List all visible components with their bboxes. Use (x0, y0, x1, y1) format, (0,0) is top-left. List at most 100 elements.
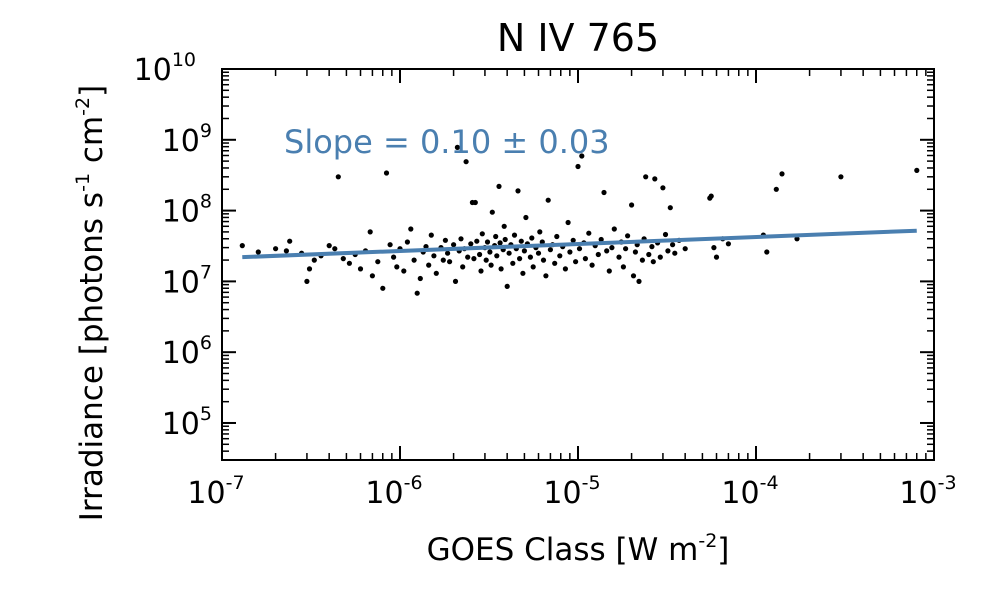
data-point (447, 259, 453, 265)
y-tick-label: 109 (162, 120, 212, 159)
data-point (440, 257, 446, 263)
data-point (652, 176, 658, 182)
data-point (477, 251, 483, 258)
data-point (573, 259, 579, 265)
data-point (567, 249, 573, 255)
data-point (394, 264, 400, 270)
data-point (460, 264, 466, 270)
x-axis-label: GOES Class [W m-2] (427, 530, 730, 568)
data-point (636, 278, 642, 284)
data-point (465, 254, 471, 260)
data-point (346, 260, 352, 266)
data-point (511, 232, 518, 238)
y-tick-label: 1010 (134, 49, 196, 88)
data-point (401, 268, 407, 274)
data-point (510, 260, 516, 266)
data-point (625, 233, 631, 239)
data-point (468, 241, 474, 247)
data-point (672, 250, 678, 256)
y-axis-label-mid: cm (74, 116, 110, 173)
data-point (773, 186, 779, 192)
data-point (725, 241, 732, 247)
data-point (452, 278, 459, 284)
data-point (433, 270, 439, 276)
data-point (616, 254, 622, 260)
data-point (713, 254, 720, 260)
data-point (369, 273, 375, 279)
data-point (650, 259, 656, 265)
data-point (501, 223, 507, 229)
data-point (667, 205, 673, 211)
y-axis-label-main: Irradiance [photons s (74, 192, 110, 521)
data-point (545, 197, 551, 203)
data-point (426, 262, 432, 268)
data-point (576, 246, 583, 252)
data-point (404, 239, 410, 245)
data-point (523, 214, 529, 221)
data-point (515, 188, 521, 194)
x-axis-label-main: GOES Class [W m (427, 532, 699, 568)
data-point (367, 229, 373, 235)
data-point (391, 254, 397, 260)
data-point (518, 238, 524, 244)
data-point (527, 254, 534, 260)
data-point (598, 236, 604, 243)
data-point (670, 242, 676, 248)
data-point (504, 283, 510, 289)
data-point (665, 248, 671, 254)
y-axis-label-tail: ] (74, 85, 110, 97)
data-point (454, 144, 460, 150)
x-tick-label: 10-6 (365, 472, 422, 511)
y-axis-label: Irradiance [photons s-1 cm-2] (72, 85, 110, 521)
data-point (535, 250, 542, 256)
x-tick-label: 10-5 (543, 472, 600, 511)
data-point (304, 278, 310, 284)
data-point (335, 174, 341, 180)
data-point (383, 170, 390, 176)
data-point (326, 243, 332, 249)
data-point (506, 250, 512, 256)
x-axis-label-tail: ] (717, 532, 729, 568)
y-tick-label: 107 (162, 261, 212, 300)
data-point (239, 243, 245, 249)
data-point (639, 257, 646, 263)
data-point (474, 238, 480, 244)
data-point (540, 257, 547, 263)
data-point (708, 193, 714, 199)
data-point (623, 246, 629, 252)
data-point (451, 242, 457, 248)
data-point (357, 266, 364, 272)
data-point (570, 237, 576, 243)
data-point (411, 257, 417, 263)
data-point (543, 273, 549, 279)
data-point (764, 249, 770, 255)
x-tick-label: 10-7 (187, 472, 244, 511)
data-point (255, 249, 261, 255)
data-point (375, 259, 381, 265)
data-point (428, 232, 434, 238)
data-point (472, 199, 478, 206)
data-point (589, 262, 595, 268)
data-point (445, 250, 451, 256)
data-point (478, 268, 484, 274)
data-point (471, 256, 477, 262)
data-point (649, 244, 655, 250)
data-point (554, 233, 560, 240)
data-point (539, 239, 545, 245)
data-point (458, 236, 464, 242)
data-point (646, 251, 652, 258)
data-point (273, 246, 279, 252)
data-point (493, 233, 499, 240)
data-point (557, 253, 563, 259)
data-point (442, 237, 448, 243)
data-point (520, 270, 526, 276)
data-point (498, 266, 504, 272)
data-point (517, 256, 523, 262)
data-point (417, 275, 423, 282)
data-point (311, 257, 317, 263)
y-tick-label: 105 (162, 403, 212, 442)
data-point (630, 273, 637, 279)
data-points (239, 144, 920, 296)
plot-frame (221, 68, 935, 461)
